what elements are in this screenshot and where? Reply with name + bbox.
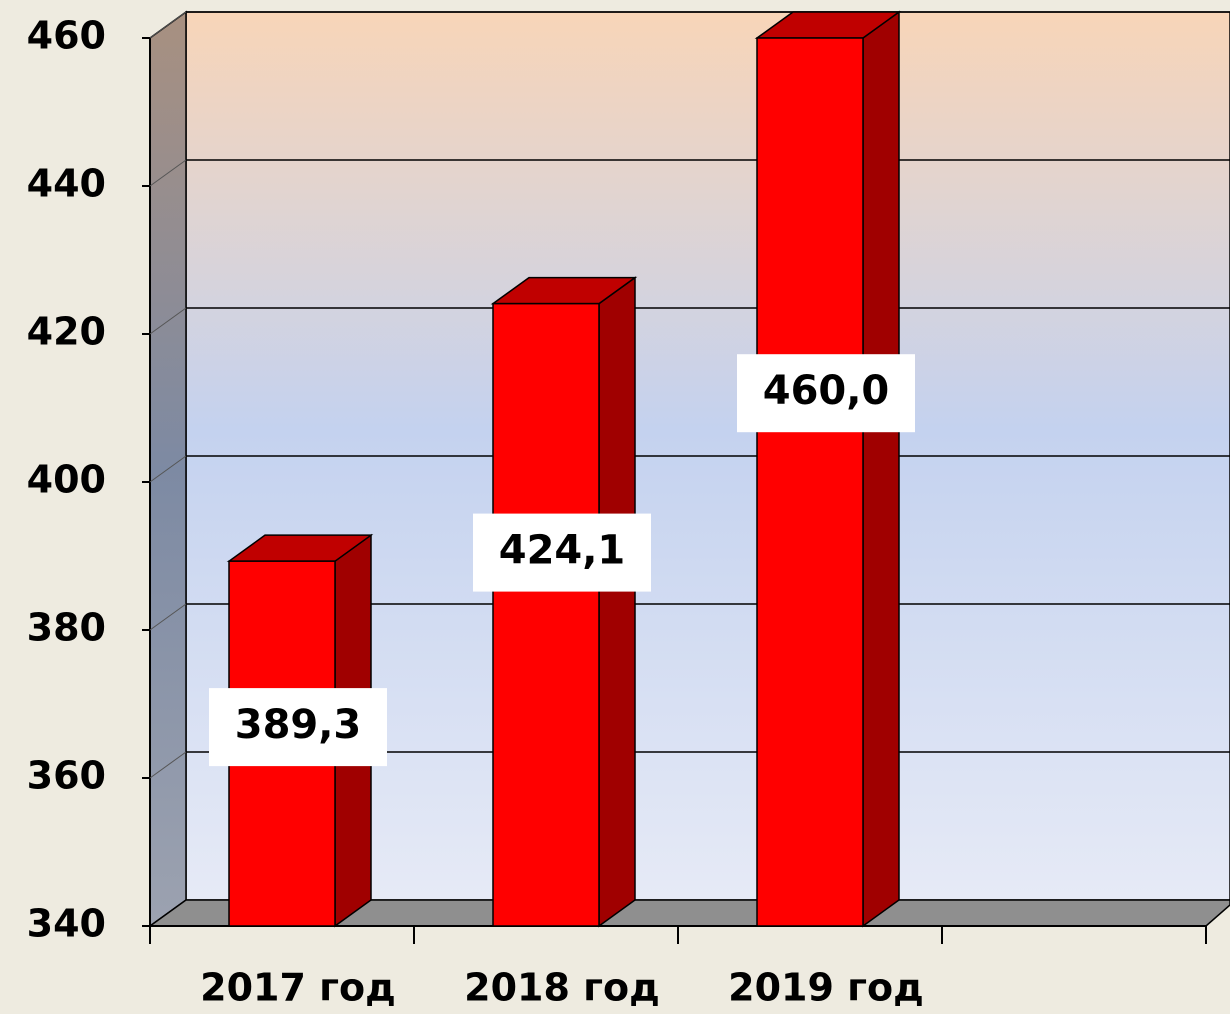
value-label: 460,0	[763, 368, 890, 414]
y-tick-label: 420	[27, 310, 106, 354]
grid-line	[149, 11, 187, 39]
value-label: 389,3	[235, 702, 362, 748]
bar	[492, 302, 600, 927]
grid-line	[149, 751, 187, 779]
value-label: 424,1	[499, 528, 626, 574]
y-tick-label: 400	[27, 458, 106, 502]
value-label-box	[209, 688, 387, 767]
y-tick-label: 440	[27, 162, 106, 206]
bar	[756, 37, 864, 927]
grid-line	[149, 159, 187, 187]
grid-line	[149, 455, 187, 483]
value-label-box	[473, 513, 651, 592]
bar-side	[598, 276, 636, 928]
bar-side	[862, 10, 900, 928]
y-tick-label: 340	[27, 902, 106, 946]
y-tick-label: 360	[27, 754, 106, 798]
grid-line	[149, 603, 187, 631]
x-tick-label: 2019 год	[728, 966, 924, 1010]
value-label-box	[737, 354, 915, 433]
y-tick-label: 380	[27, 606, 106, 650]
grid-line	[149, 307, 187, 335]
y-tick-label: 460	[27, 14, 106, 58]
x-tick-label: 2018 год	[464, 966, 660, 1010]
x-tick-label: 2017 год	[200, 966, 396, 1010]
